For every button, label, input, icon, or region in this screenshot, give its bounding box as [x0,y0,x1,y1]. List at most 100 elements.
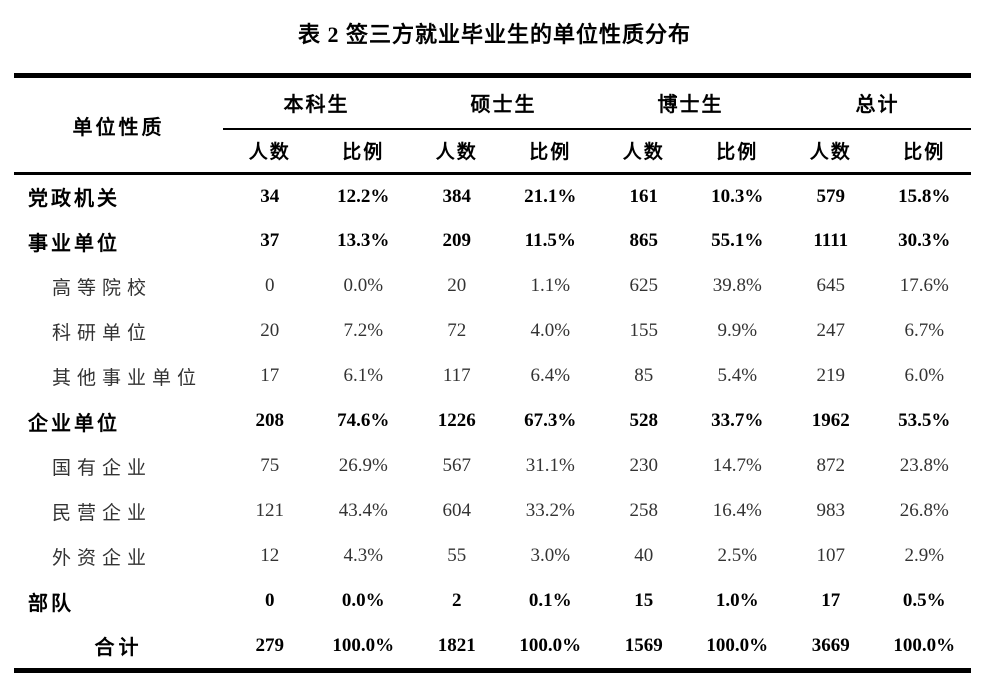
cell: 209 [442,230,472,251]
cell: 528 [629,410,659,431]
column-header-ratio: 比例 [503,128,597,175]
cell: 67.3% [524,410,577,431]
row-label: 事业单位 [28,232,120,255]
cell: 13.3% [337,230,390,251]
cell: 0 [265,275,275,296]
cell: 3.0% [530,545,571,566]
row-label: 外资企业 [52,547,153,569]
cell: 3669 [811,634,850,656]
cell: 100.0% [706,634,769,656]
cell: 85 [634,365,654,386]
cell: 100.0% [332,634,395,656]
cell: 567 [442,455,472,476]
cell: 6.7% [904,320,945,341]
cell: 55 [447,545,467,566]
cell: 17.6% [899,275,949,296]
table-row-private-enterprise: 民营企业 121 43.4% 604 33.2% 258 16.4% 983 2… [14,489,971,534]
cell: 100.0% [519,634,582,656]
table-row-army: 部队 0 0.0% 2 0.1% 15 1.0% 17 0.5% [14,579,971,624]
cell: 14.7% [712,455,762,476]
table-row-grand-total: 合计 279 100.0% 1821 100.0% 1569 100.0% 36… [14,624,971,671]
cell: 258 [629,500,659,521]
cell: 33.7% [711,410,764,431]
row-label: 国有企业 [52,457,153,479]
cell: 161 [629,185,659,207]
cell: 20 [260,320,280,341]
table-row-higher-education: 高等院校 0 0.0% 20 1.1% 625 39.8% 645 17.6% [14,264,971,309]
unit-type-distribution-table: 单位性质 本科生 硕士生 博士生 总计 人数 比例 人数 比例 人数 比例 人数… [14,73,971,673]
column-header-count: 人数 [597,128,691,175]
table-title: 表 2 签三方就业毕业生的单位性质分布 [297,22,691,47]
cell: 37 [260,230,280,251]
cell: 279 [255,634,285,656]
cell: 17 [821,590,841,611]
cell: 12 [260,545,280,566]
table-row-party-government: 党政机关 34 12.2% 384 21.1% 161 10.3% 579 15… [14,174,971,219]
row-label: 科研单位 [52,322,153,344]
cell: 31.1% [525,455,575,476]
column-group-master: 硕士生 [410,75,597,130]
cell: 0 [265,590,275,611]
table-row-state-owned-enterprise: 国有企业 75 26.9% 567 31.1% 230 14.7% 872 23… [14,444,971,489]
row-label: 合计 [94,637,143,660]
column-header-count: 人数 [223,128,317,175]
cell: 2.9% [904,545,945,566]
column-header-count: 人数 [784,128,878,175]
cell: 55.1% [711,230,764,251]
cell: 230 [629,455,659,476]
cell: 72 [447,320,467,341]
cell: 1962 [811,410,850,431]
cell: 100.0% [893,634,956,656]
cell: 4.3% [343,545,384,566]
cell: 53.5% [898,410,951,431]
cell: 1226 [437,410,476,431]
row-label: 高等院校 [52,277,153,299]
cell: 10.3% [711,185,764,207]
cell: 0.1% [528,590,572,611]
row-label: 部队 [28,592,74,615]
cell: 7.2% [343,320,384,341]
cell: 4.0% [530,320,571,341]
cell: 11.5% [524,230,576,251]
cell: 34 [260,185,280,207]
column-header-ratio: 比例 [316,128,410,175]
cell: 40 [634,545,654,566]
cell: 1569 [624,634,663,656]
cell: 33.2% [525,500,575,521]
header-group-row: 单位性质 本科生 硕士生 博士生 总计 [14,75,971,175]
cell: 117 [442,365,471,386]
column-header-unit-type: 单位性质 [14,75,223,175]
cell: 1111 [813,230,849,251]
cell: 2.5% [717,545,758,566]
cell: 0.5% [902,590,946,611]
cell: 107 [816,545,846,566]
cell: 12.2% [337,185,390,207]
cell: 26.9% [338,455,388,476]
column-group-doctoral: 博士生 [597,75,784,130]
cell: 16.4% [712,500,762,521]
cell: 2 [452,590,462,611]
cell: 645 [816,275,846,296]
table-row-research-institute: 科研单位 20 7.2% 72 4.0% 155 9.9% 247 6.7% [14,309,971,354]
cell: 30.3% [898,230,951,251]
cell: 872 [816,455,846,476]
cell: 15.8% [898,185,951,207]
cell: 17 [260,365,280,386]
row-label: 企业单位 [28,412,120,435]
cell: 247 [816,320,846,341]
header-sub-row: 人数 比例 人数 比例 人数 比例 人数 比例 [14,128,971,175]
column-header-ratio: 比例 [690,128,784,175]
cell: 0.0% [343,275,384,296]
row-label: 民营企业 [52,502,153,524]
cell: 75 [260,455,280,476]
cell: 155 [629,320,659,341]
cell: 23.8% [899,455,949,476]
cell: 0.0% [341,590,385,611]
cell: 625 [629,275,659,296]
table-body: 党政机关 34 12.2% 384 21.1% 161 10.3% 579 15… [14,174,971,671]
cell: 21.1% [524,185,577,207]
table-row-other-public-institution: 其他事业单位 17 6.1% 117 6.4% 85 5.4% 219 6.0% [14,354,971,399]
cell: 6.4% [530,365,571,386]
cell: 208 [255,410,285,431]
